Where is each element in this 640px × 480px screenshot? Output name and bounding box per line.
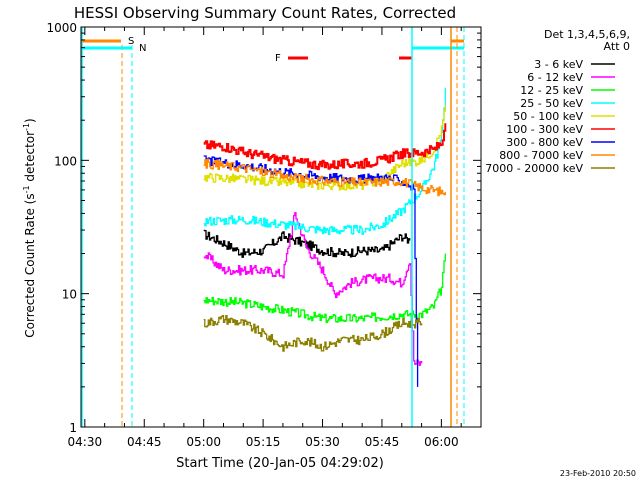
night-label: N — [139, 43, 146, 54]
legend-label: 12 - 25 keV — [520, 84, 583, 97]
y-tick-label: 1 — [69, 421, 77, 435]
legend-label: 6 - 12 keV — [527, 71, 583, 84]
x-tick-label: 04:45 — [127, 435, 162, 449]
plot-timestamp: 23-Feb-2010 20:50 — [560, 469, 636, 478]
series-line-9 — [203, 314, 423, 352]
axis-layer: 04:30 04:45 05:00 05:15 05:30 05:45 06:00 1 10 10… — [46, 21, 482, 449]
saa-label: S — [128, 36, 134, 47]
legend-label: 100 - 300 keV — [506, 123, 583, 136]
series-line-1 — [203, 229, 411, 258]
series-line-6 — [203, 123, 447, 171]
series-line-3 — [203, 253, 446, 324]
legend-label: 300 - 800 keV — [506, 136, 583, 149]
flare-label: F — [275, 53, 281, 64]
y-tick-label: 10 — [62, 288, 77, 302]
x-tick-label: 05:00 — [186, 435, 221, 449]
marker-layer: SN F — [81, 27, 465, 427]
legend-title-attenuator: Att 0 — [604, 40, 630, 53]
x-tick-label: 05:45 — [365, 435, 400, 449]
y-tick-label: 1000 — [46, 21, 77, 35]
series-line-4 — [203, 87, 446, 235]
x-tick-label: 06:00 — [424, 435, 459, 449]
series-layer — [203, 87, 447, 387]
y-tick-label: 100 — [54, 154, 77, 168]
x-tick-label: 05:15 — [246, 435, 281, 449]
series-line-8 — [203, 158, 446, 197]
x-tick-label: 05:30 — [305, 435, 340, 449]
x-axis-label: Start Time (20-Jan-05 04:29:02) — [176, 456, 384, 471]
legend-label: 3 - 6 keV — [534, 58, 583, 71]
x-tick-label: 04:30 — [68, 435, 103, 449]
chart-title: HESSI Observing Summary Count Rates, Cor… — [74, 4, 456, 22]
plot-frame — [80, 26, 482, 428]
legend-title-detectors: Det 1,3,4,5,6,9, — [544, 28, 630, 41]
series-line-5 — [203, 105, 446, 191]
legend-label: 50 - 100 keV — [513, 110, 583, 123]
legend-label: 7000 - 20000 keV — [485, 162, 583, 175]
legend-label: 25 - 50 keV — [520, 97, 583, 110]
legend-label: 800 - 7000 keV — [499, 149, 583, 162]
y-axis-label: Corrected Count Rate (s-1 detector-1) — [22, 118, 37, 337]
series-line-2 — [203, 212, 423, 366]
